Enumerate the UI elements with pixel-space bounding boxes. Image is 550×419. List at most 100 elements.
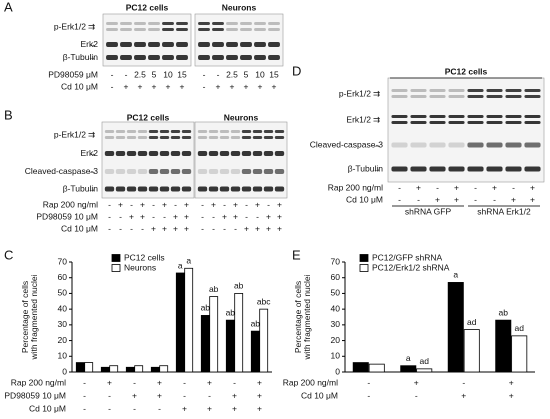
band — [176, 28, 188, 31]
band — [115, 130, 126, 133]
condition-sign: - — [183, 377, 186, 387]
condition-sign: + — [180, 81, 185, 91]
blot-name: Cleaved-caspase-3 — [310, 139, 384, 149]
condition-sign: - — [201, 223, 204, 233]
band — [410, 121, 427, 124]
band — [268, 55, 280, 60]
band — [263, 186, 274, 192]
condition-sign: + — [232, 403, 237, 413]
band — [148, 151, 159, 156]
band — [115, 186, 126, 192]
band — [176, 55, 188, 60]
band — [134, 55, 146, 60]
band — [115, 151, 126, 156]
group-header: PC12 cells — [126, 2, 169, 12]
band — [230, 186, 241, 192]
band — [448, 142, 465, 148]
y-tick-label: 20 — [331, 335, 341, 345]
y-tick-label: 0 — [335, 366, 340, 376]
condition-sign: - — [133, 377, 136, 387]
band — [208, 136, 219, 139]
y-tick-label: 30 — [58, 319, 68, 329]
condition-name: Rap 200 ng/ml — [328, 182, 383, 192]
y-tick-label: 50 — [331, 288, 341, 298]
condition-sign: + — [258, 81, 263, 91]
bar — [511, 335, 528, 373]
band — [106, 55, 118, 60]
band — [429, 89, 446, 92]
band — [391, 121, 408, 124]
band — [115, 136, 126, 139]
band-arrow: → — [373, 163, 382, 173]
blot-frame — [387, 77, 545, 183]
legend-label: PC12/Erk1/2 shRNA — [372, 262, 450, 272]
band-arrow: → — [88, 166, 97, 176]
condition-sign: - — [223, 223, 226, 233]
band — [524, 142, 541, 148]
band — [115, 169, 126, 174]
band — [486, 166, 503, 172]
band — [263, 151, 274, 156]
legend-label: PC12/GFP shRNA — [372, 252, 443, 262]
bar-annotation: ab — [209, 284, 219, 294]
condition-sign: - — [474, 182, 477, 192]
band — [170, 169, 181, 174]
y-tick-label: 70 — [331, 256, 341, 266]
condition-sign: - — [201, 211, 204, 221]
band — [263, 169, 274, 174]
band — [505, 95, 522, 98]
bar-annotation: ab — [499, 307, 509, 317]
band — [254, 22, 266, 25]
band — [524, 115, 541, 118]
band — [254, 42, 266, 47]
band — [254, 28, 266, 31]
condition-sign: + — [173, 223, 178, 233]
condition-sign: + — [244, 223, 249, 233]
legend-swatch — [359, 254, 369, 262]
band — [252, 130, 263, 133]
band — [429, 95, 446, 98]
band-arrow: ⇉ — [88, 129, 96, 139]
condition-sign: + — [277, 211, 282, 221]
condition-sign: + — [233, 199, 238, 209]
band-arrow: → — [373, 139, 382, 149]
condition-sign: + — [454, 194, 459, 204]
condition-sign: + — [140, 211, 145, 221]
band — [391, 142, 408, 148]
y-tick-label: 60 — [331, 272, 341, 282]
y-tick-label: 50 — [58, 288, 68, 298]
condition-name: PD98059 10 μM — [4, 390, 66, 400]
condition-sign: + — [435, 194, 440, 204]
band — [486, 89, 503, 92]
condition-sign: - — [201, 199, 204, 209]
band — [137, 169, 148, 174]
band — [170, 151, 181, 156]
condition-sign: + — [107, 377, 112, 387]
condition-sign: - — [415, 390, 418, 400]
condition-sign: + — [132, 390, 137, 400]
band — [505, 121, 522, 124]
band — [170, 136, 181, 139]
condition-sign: + — [277, 199, 282, 209]
bar — [250, 330, 260, 373]
band — [106, 28, 118, 31]
bar-annotation: ab — [251, 318, 261, 328]
band — [448, 166, 465, 172]
condition-sign: - — [108, 199, 111, 209]
y-tick-label: 10 — [331, 351, 341, 361]
band-arrow: → — [88, 39, 97, 49]
y-tick-label: 70 — [58, 256, 68, 266]
condition-sign: - — [367, 390, 370, 400]
blot-name: Cleaved-caspase-3 — [25, 166, 99, 176]
blot-name: p-Erk1/2 — [54, 21, 86, 31]
condition-sign: + — [216, 81, 221, 91]
condition-sign: + — [184, 211, 189, 221]
band — [448, 95, 465, 98]
panel-label: D — [292, 63, 301, 78]
band — [410, 89, 427, 92]
condition-sign: 10 — [163, 69, 173, 79]
band — [159, 136, 170, 139]
band — [240, 22, 252, 25]
y-tick-label: 30 — [331, 319, 341, 329]
